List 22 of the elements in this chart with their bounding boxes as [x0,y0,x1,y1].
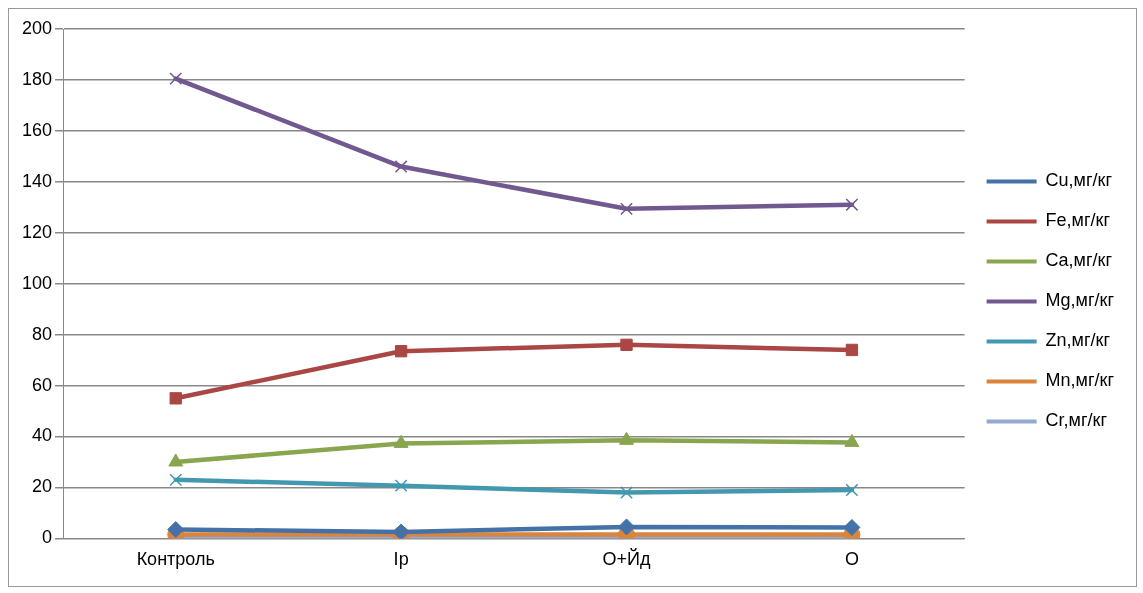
legend-label: Cu,мг/кг [1045,170,1113,191]
x-tick-label: О [844,549,859,570]
y-tick-label: 60 [32,374,53,395]
x-tick-label: Контроль [136,549,215,570]
y-tick-label: 100 [21,272,53,293]
legend-label: Mn,мг/кг [1045,370,1115,391]
legend-label: Mg,мг/кг [1045,290,1115,311]
y-tick-label: 20 [32,476,53,497]
y-tick-label: 180 [21,68,53,89]
y-tick-label: 0 [42,527,53,548]
legend-label: Zn,мг/кг [1045,330,1111,351]
y-tick-label: 120 [21,221,53,242]
x-tick-label: Ip [393,549,409,570]
legend-label: Cr,мг/кг [1045,410,1108,431]
legend-label: Ca,мг/кг [1045,250,1113,271]
y-tick-label: 140 [21,170,53,191]
x-tick-label: О+Йд [602,548,651,570]
y-tick-label: 200 [21,17,53,38]
y-tick-label: 80 [32,323,53,344]
legend-label: Fe,мг/кг [1045,210,1111,231]
y-tick-label: 160 [21,119,53,140]
y-tick-label: 40 [32,425,53,446]
